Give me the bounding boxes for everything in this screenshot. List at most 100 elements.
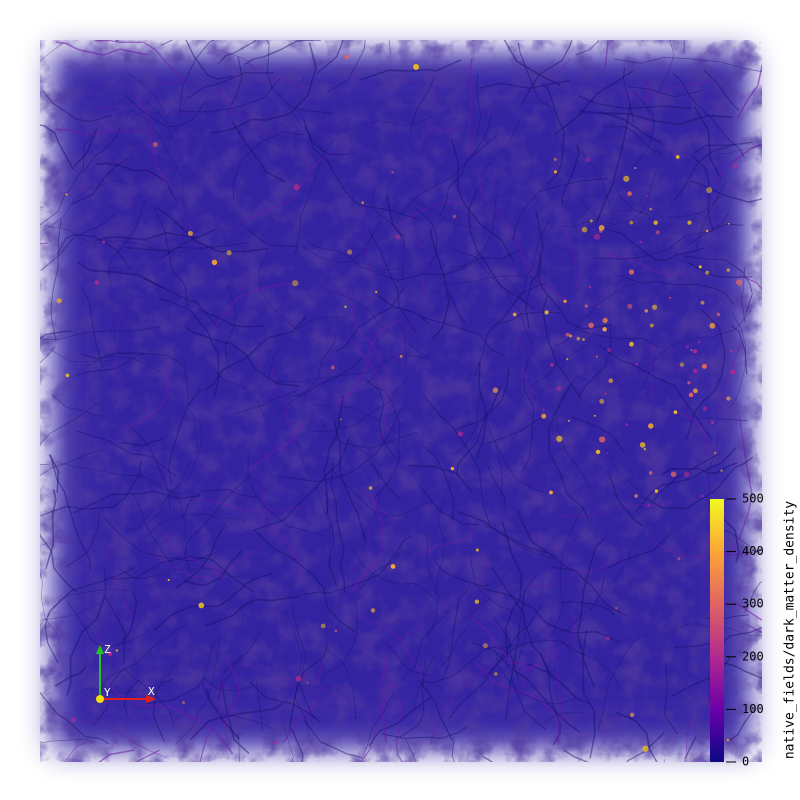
filament [693, 141, 753, 154]
halo [698, 265, 702, 269]
filament [284, 356, 341, 409]
filament [322, 116, 434, 155]
filament [212, 368, 266, 421]
filament [187, 72, 274, 99]
filament [73, 662, 180, 697]
filament [125, 71, 178, 134]
filament [40, 534, 77, 593]
filament [217, 49, 312, 88]
filament [577, 324, 612, 401]
filament [349, 546, 434, 598]
halo [623, 175, 630, 182]
filament [548, 384, 589, 519]
filament [525, 211, 544, 329]
filament [185, 40, 234, 81]
filament [398, 108, 494, 217]
halo [649, 207, 652, 211]
filament [495, 657, 578, 705]
halo [375, 290, 378, 294]
filament [125, 94, 205, 127]
halo [720, 469, 723, 472]
halo [639, 442, 646, 448]
filament [488, 424, 503, 502]
filament [440, 135, 497, 216]
filament [441, 597, 492, 667]
filament [40, 127, 99, 226]
filament [175, 523, 226, 589]
filament [40, 401, 100, 446]
filament [594, 223, 744, 260]
filament [93, 93, 155, 109]
filament [469, 548, 487, 635]
halo [107, 651, 113, 657]
filament [539, 651, 561, 746]
filament [281, 716, 294, 762]
halo [648, 471, 653, 475]
filament [311, 403, 398, 434]
halo [595, 449, 601, 455]
filament [443, 275, 541, 286]
filament [180, 78, 281, 113]
filament [178, 40, 216, 115]
filament [73, 130, 97, 168]
filament [604, 447, 686, 511]
halo [602, 327, 607, 332]
filament [75, 430, 176, 477]
halo [395, 234, 401, 240]
filament [42, 180, 130, 231]
filament [453, 386, 502, 431]
filament [695, 183, 725, 250]
filament [290, 603, 315, 719]
filament [326, 40, 366, 93]
z-arrow [96, 645, 104, 654]
filament [103, 517, 220, 562]
filament [386, 642, 433, 678]
filament [232, 121, 285, 182]
filament [303, 219, 382, 264]
filament [359, 548, 404, 590]
halo [730, 369, 736, 375]
halo [474, 599, 480, 604]
halo [615, 606, 618, 610]
halo [635, 363, 638, 366]
filament [602, 126, 663, 156]
filament [389, 40, 391, 55]
halo [654, 489, 659, 493]
filament [329, 466, 429, 518]
filament [703, 69, 740, 111]
halo [698, 340, 701, 344]
halo [550, 362, 554, 367]
halo [298, 78, 301, 80]
filament [143, 277, 216, 325]
filament [622, 78, 716, 99]
filament [71, 157, 129, 205]
filament [469, 617, 534, 670]
filament [707, 429, 719, 550]
filament [175, 636, 220, 745]
filament [450, 247, 534, 346]
halo [334, 629, 338, 633]
filament [205, 316, 306, 391]
filament [415, 208, 438, 267]
filament [205, 595, 302, 627]
filament [516, 467, 582, 495]
halo [568, 419, 570, 422]
filament [303, 535, 413, 595]
halo [226, 250, 232, 256]
filament [698, 417, 747, 422]
filament [244, 40, 321, 65]
filament [581, 629, 596, 759]
filament [217, 40, 256, 65]
halo [642, 745, 649, 752]
colorbar-tick-label: 100 [742, 702, 764, 716]
filament [683, 40, 685, 53]
halo [598, 225, 605, 231]
filament [40, 588, 131, 627]
filament [40, 541, 91, 555]
filament [335, 288, 404, 352]
halo [700, 300, 705, 305]
filament [576, 538, 605, 688]
filament [44, 566, 135, 664]
